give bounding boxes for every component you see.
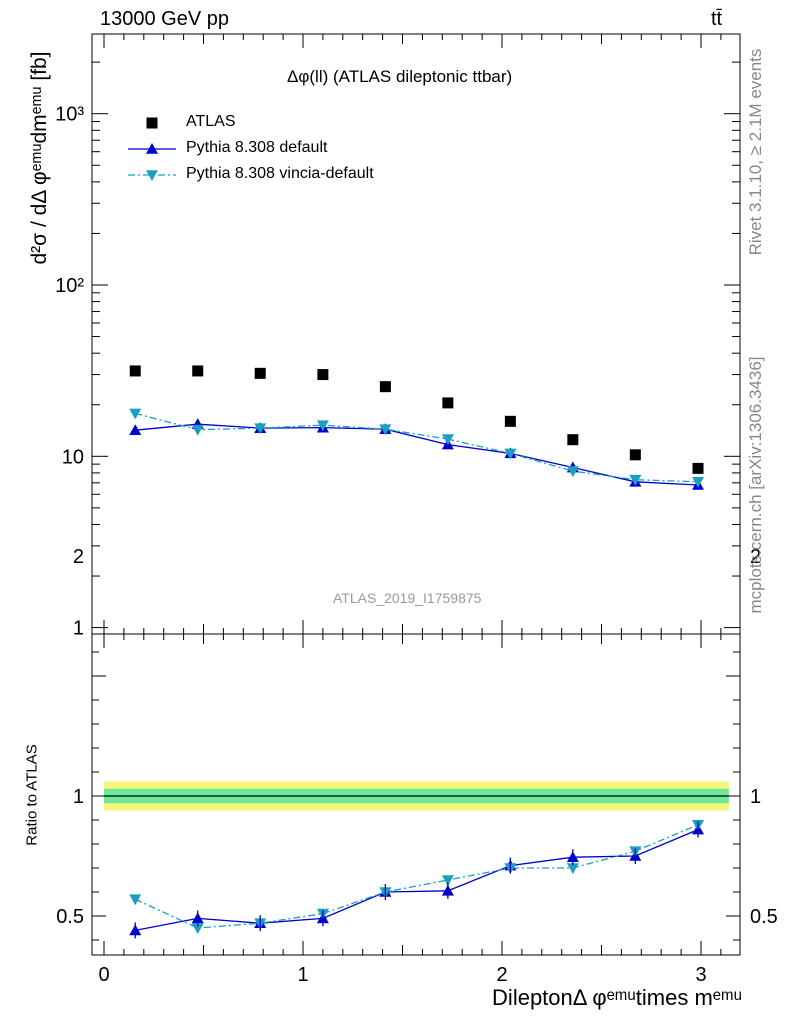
- main-atlas-point: [379, 381, 391, 393]
- ratio-pythia-default-line: [135, 829, 699, 932]
- ratio-y-tick-label-left: 1: [73, 786, 84, 808]
- legend-label-pythia-vincia: Pythia 8.308 vincia-default: [186, 165, 374, 182]
- main-atlas-point: [504, 415, 516, 427]
- ratio-y-tick-label-right: 2: [750, 546, 761, 568]
- ratio-pythia-vincia-point: [191, 923, 204, 934]
- legend-marker-atlas: [146, 117, 158, 129]
- watermark: ATLAS_2019_I1759875: [333, 590, 482, 606]
- ratio-y-tick-label-right: 1: [750, 786, 761, 808]
- ratio-pythia-vincia-point: [566, 863, 579, 874]
- legend-label-pythia-default: Pythia 8.308 default: [186, 139, 328, 156]
- x-tick-label: 1: [297, 964, 308, 986]
- ratio-plot-frame: [91, 633, 741, 956]
- ratio-pythia-vincia-point: [129, 894, 142, 906]
- rivet-label: Rivet 3.1.10, ≥ 2.1M events: [746, 48, 765, 256]
- main-y-tick-label: 10²: [55, 275, 84, 297]
- ratio-y-axis-label: Ratio to ATLAS: [23, 744, 41, 846]
- main-plot-title: Δφ(ll) (ATLAS dileptonic ttbar): [287, 67, 513, 86]
- main-pythia-default-point: [129, 424, 142, 436]
- main-pythia-vincia-line: [135, 412, 699, 483]
- mcplots-label: mcplots.cern.ch [arXiv:1306.3436]: [746, 356, 765, 614]
- legend-marker-pythia-default: [146, 143, 158, 154]
- x-axis-label: DileptonΔ φᵉᵐᵘtimes mᵉᵐᵘ: [492, 985, 742, 1010]
- x-tick-label: 0: [98, 964, 109, 986]
- main-pythia-vincia-point: [379, 424, 392, 436]
- main-atlas-point: [567, 434, 579, 446]
- main-pythia-vincia-point: [504, 448, 517, 460]
- main-y-tick-label: 10³: [55, 104, 84, 126]
- main-atlas-point: [692, 462, 704, 474]
- main-pythia-vincia-point: [191, 424, 204, 436]
- main-pythia-default-line: [135, 423, 699, 486]
- legend-marker-pythia-vincia: [146, 170, 158, 181]
- main-y-axis-label: d²σ / dΔ φᵉᵐᵘdmᵉᵐᵘ [fb]: [28, 51, 51, 265]
- ratio-y-tick-label-right: 0.5: [750, 906, 778, 928]
- main-pythia-vincia-point: [566, 466, 579, 478]
- main-atlas-point: [254, 367, 266, 379]
- energy-label: 13000 GeV pp: [100, 8, 229, 30]
- main-pythia-vincia-point: [692, 476, 705, 488]
- ratio-y-tick-label-left: 2: [73, 546, 84, 568]
- main-atlas-point: [442, 397, 454, 409]
- main-atlas-point: [317, 369, 329, 381]
- process-label: tt̄: [711, 8, 723, 30]
- ratio-y-tick-label-left: 0.5: [56, 906, 84, 928]
- main-y-tick-label: 10: [62, 446, 84, 468]
- ratio-pythia-vincia-line: [134, 824, 699, 929]
- main-y-tick-label: 1: [73, 618, 84, 640]
- x-tick-label: 3: [695, 964, 706, 986]
- main-pythia-vincia-point: [129, 408, 142, 420]
- main-pythia-vincia-point: [316, 420, 329, 432]
- legend-label-atlas: ATLAS: [186, 113, 236, 130]
- main-pythia-vincia-point: [254, 423, 267, 435]
- main-atlas-point: [129, 365, 141, 377]
- main-pythia-vincia-point: [629, 474, 642, 486]
- main-pythia-vincia-point: [441, 434, 454, 446]
- main-atlas-point: [629, 449, 641, 461]
- ratio-pythia-vincia-point: [441, 875, 454, 886]
- main-atlas-point: [192, 365, 204, 377]
- x-tick-label: 2: [496, 964, 507, 986]
